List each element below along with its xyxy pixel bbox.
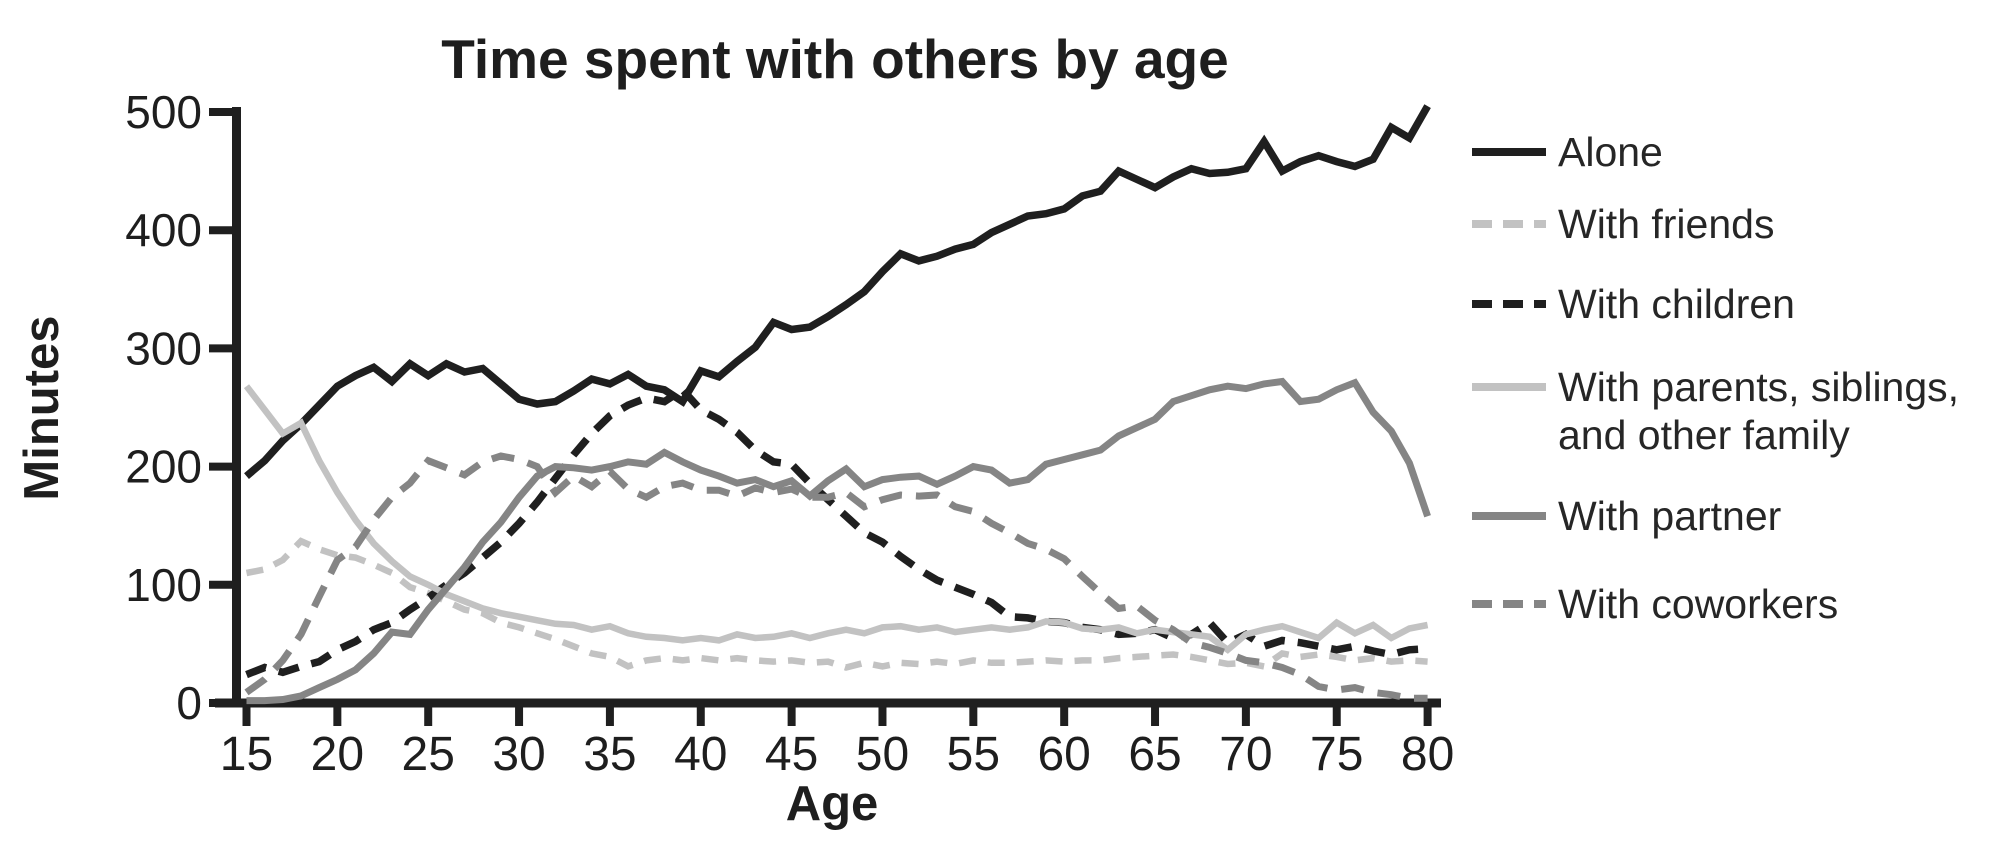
y-tick-label: 400 [125,204,202,256]
x-tick-label: 30 [492,728,545,781]
chart-title: Time spent with others by age [441,28,1228,90]
legend-item-with-partner: With partner [1472,493,1781,539]
legend-label: With coworkers [1558,581,1838,627]
legend-label: With children [1558,281,1795,327]
x-tick-label: 65 [1128,728,1181,781]
y-tick-label: 500 [125,86,202,138]
series-line-with-partner [246,377,1431,705]
y-tick-label: 200 [125,441,202,493]
legend-item-with-friends: With friends [1472,201,1774,247]
legend-label: and other family [1558,412,1850,458]
y-tick-label: 100 [125,559,202,611]
x-tick-label: 15 [220,728,273,781]
y-tick-label: 300 [125,322,202,374]
legend-label: With parents, siblings, [1558,364,1959,410]
axes: 0 100 200 300 400 500 15 20 25 30 35 40 45 50 55 60 65 70… [125,86,1454,781]
legend-item-with-coworkers: With coworkers [1472,581,1838,627]
legend-label: With partner [1558,493,1781,539]
x-tick-label: 50 [856,728,909,781]
legend-label: Alone [1558,129,1663,175]
legend-item-with-children: With children [1472,281,1795,327]
x-tick-label: 75 [1310,728,1363,781]
x-tick-label: 40 [674,728,727,781]
x-tick-label: 55 [947,728,1000,781]
legend-label: With friends [1558,201,1774,247]
series-line-with-coworkers [244,452,1428,702]
series-line-alone [244,104,1431,479]
x-axis-title: Age [786,777,879,831]
series-lines [243,104,1431,705]
x-tick-label: 80 [1401,728,1454,781]
x-tick-label: 25 [402,728,455,781]
legend-item-alone: Alone [1472,129,1663,175]
x-tick-label: 60 [1037,728,1090,781]
y-axis-title: Minutes [15,315,69,500]
legend: Alone With friends With children With paren… [1472,129,1959,627]
series-line-with-friends [245,537,1428,671]
x-tick-label: 20 [311,728,364,781]
x-tick-label: 45 [765,728,818,781]
x-tick-label: 35 [583,728,636,781]
x-tick-label: 70 [1219,728,1272,781]
legend-item-with-parents-siblings-and-other-family: With parents, siblings,and other family [1472,364,1959,458]
y-tick-label: 0 [176,677,202,729]
